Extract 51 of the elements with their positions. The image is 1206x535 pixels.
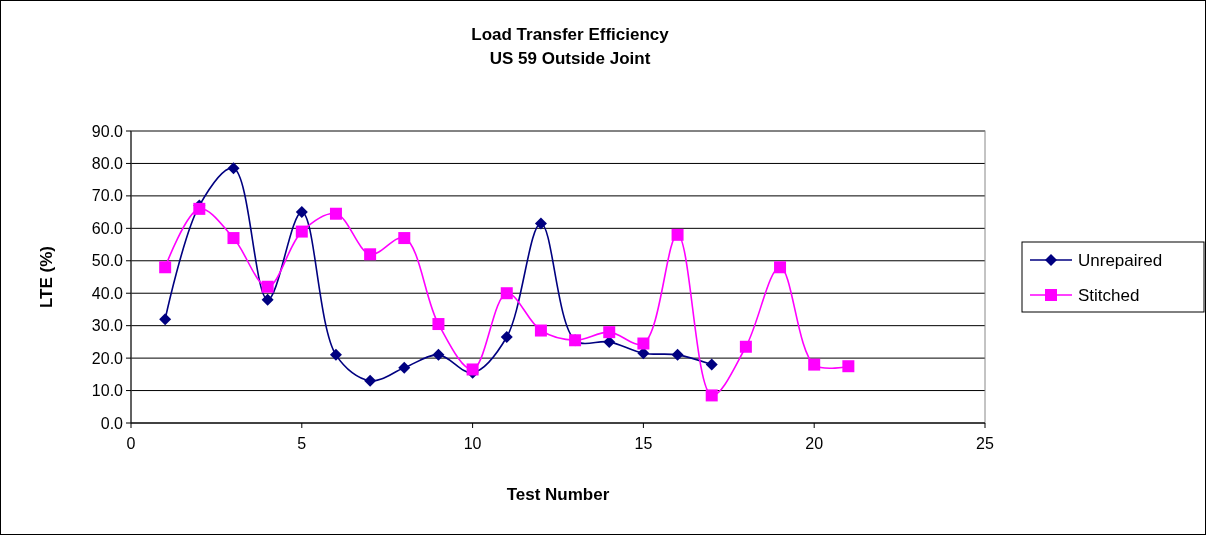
x-tick-label: 15	[634, 435, 653, 452]
point	[637, 337, 650, 350]
point	[329, 348, 342, 361]
point	[329, 207, 342, 220]
y-tick-label: 0.0	[100, 414, 124, 432]
point	[227, 162, 240, 175]
point	[534, 324, 547, 337]
y-tick-label: 30.0	[91, 317, 124, 335]
y-tick-label: 60.0	[91, 219, 124, 237]
point	[159, 313, 172, 326]
legend-label: Stitched	[1078, 285, 1140, 305]
y-tick-label: 50.0	[91, 252, 124, 270]
point	[364, 374, 377, 387]
point	[774, 261, 787, 274]
x-axis-title: Test Number	[506, 485, 610, 504]
point	[295, 206, 308, 219]
y-tick-label: 70.0	[91, 187, 124, 205]
y-tick-label: 20.0	[91, 349, 124, 367]
point	[534, 217, 547, 230]
y-tick-label: 10.0	[91, 382, 124, 400]
point	[432, 348, 445, 361]
point	[808, 358, 821, 371]
chart-title: Load Transfer Efficiency US 59 Outside Joint	[471, 25, 670, 68]
point	[398, 232, 411, 245]
point	[364, 248, 377, 261]
legend-label: Unrepaired	[1078, 250, 1163, 270]
point	[500, 331, 513, 344]
y-tick-label: 80.0	[91, 155, 124, 173]
point	[398, 361, 411, 374]
point	[705, 358, 718, 371]
y-tick-label: 40.0	[91, 284, 124, 302]
point	[842, 360, 855, 373]
point	[159, 261, 172, 274]
x-tick-label: 25	[976, 435, 994, 452]
x-tick-label: 10	[463, 435, 482, 452]
point	[261, 280, 274, 293]
point	[671, 228, 684, 241]
point	[227, 232, 240, 245]
x-tick-label: 0	[126, 435, 136, 452]
x-tick-label: 5	[297, 435, 307, 452]
y-tick-label: 90.0	[91, 122, 124, 140]
point	[739, 340, 752, 353]
point	[705, 389, 718, 402]
point	[261, 293, 274, 306]
point	[603, 326, 616, 339]
y-axis-title: LTE (%)	[37, 245, 56, 309]
point	[432, 318, 445, 331]
point	[671, 348, 684, 361]
point	[295, 225, 308, 238]
point	[500, 287, 513, 300]
x-tick-label: 20	[805, 435, 824, 452]
